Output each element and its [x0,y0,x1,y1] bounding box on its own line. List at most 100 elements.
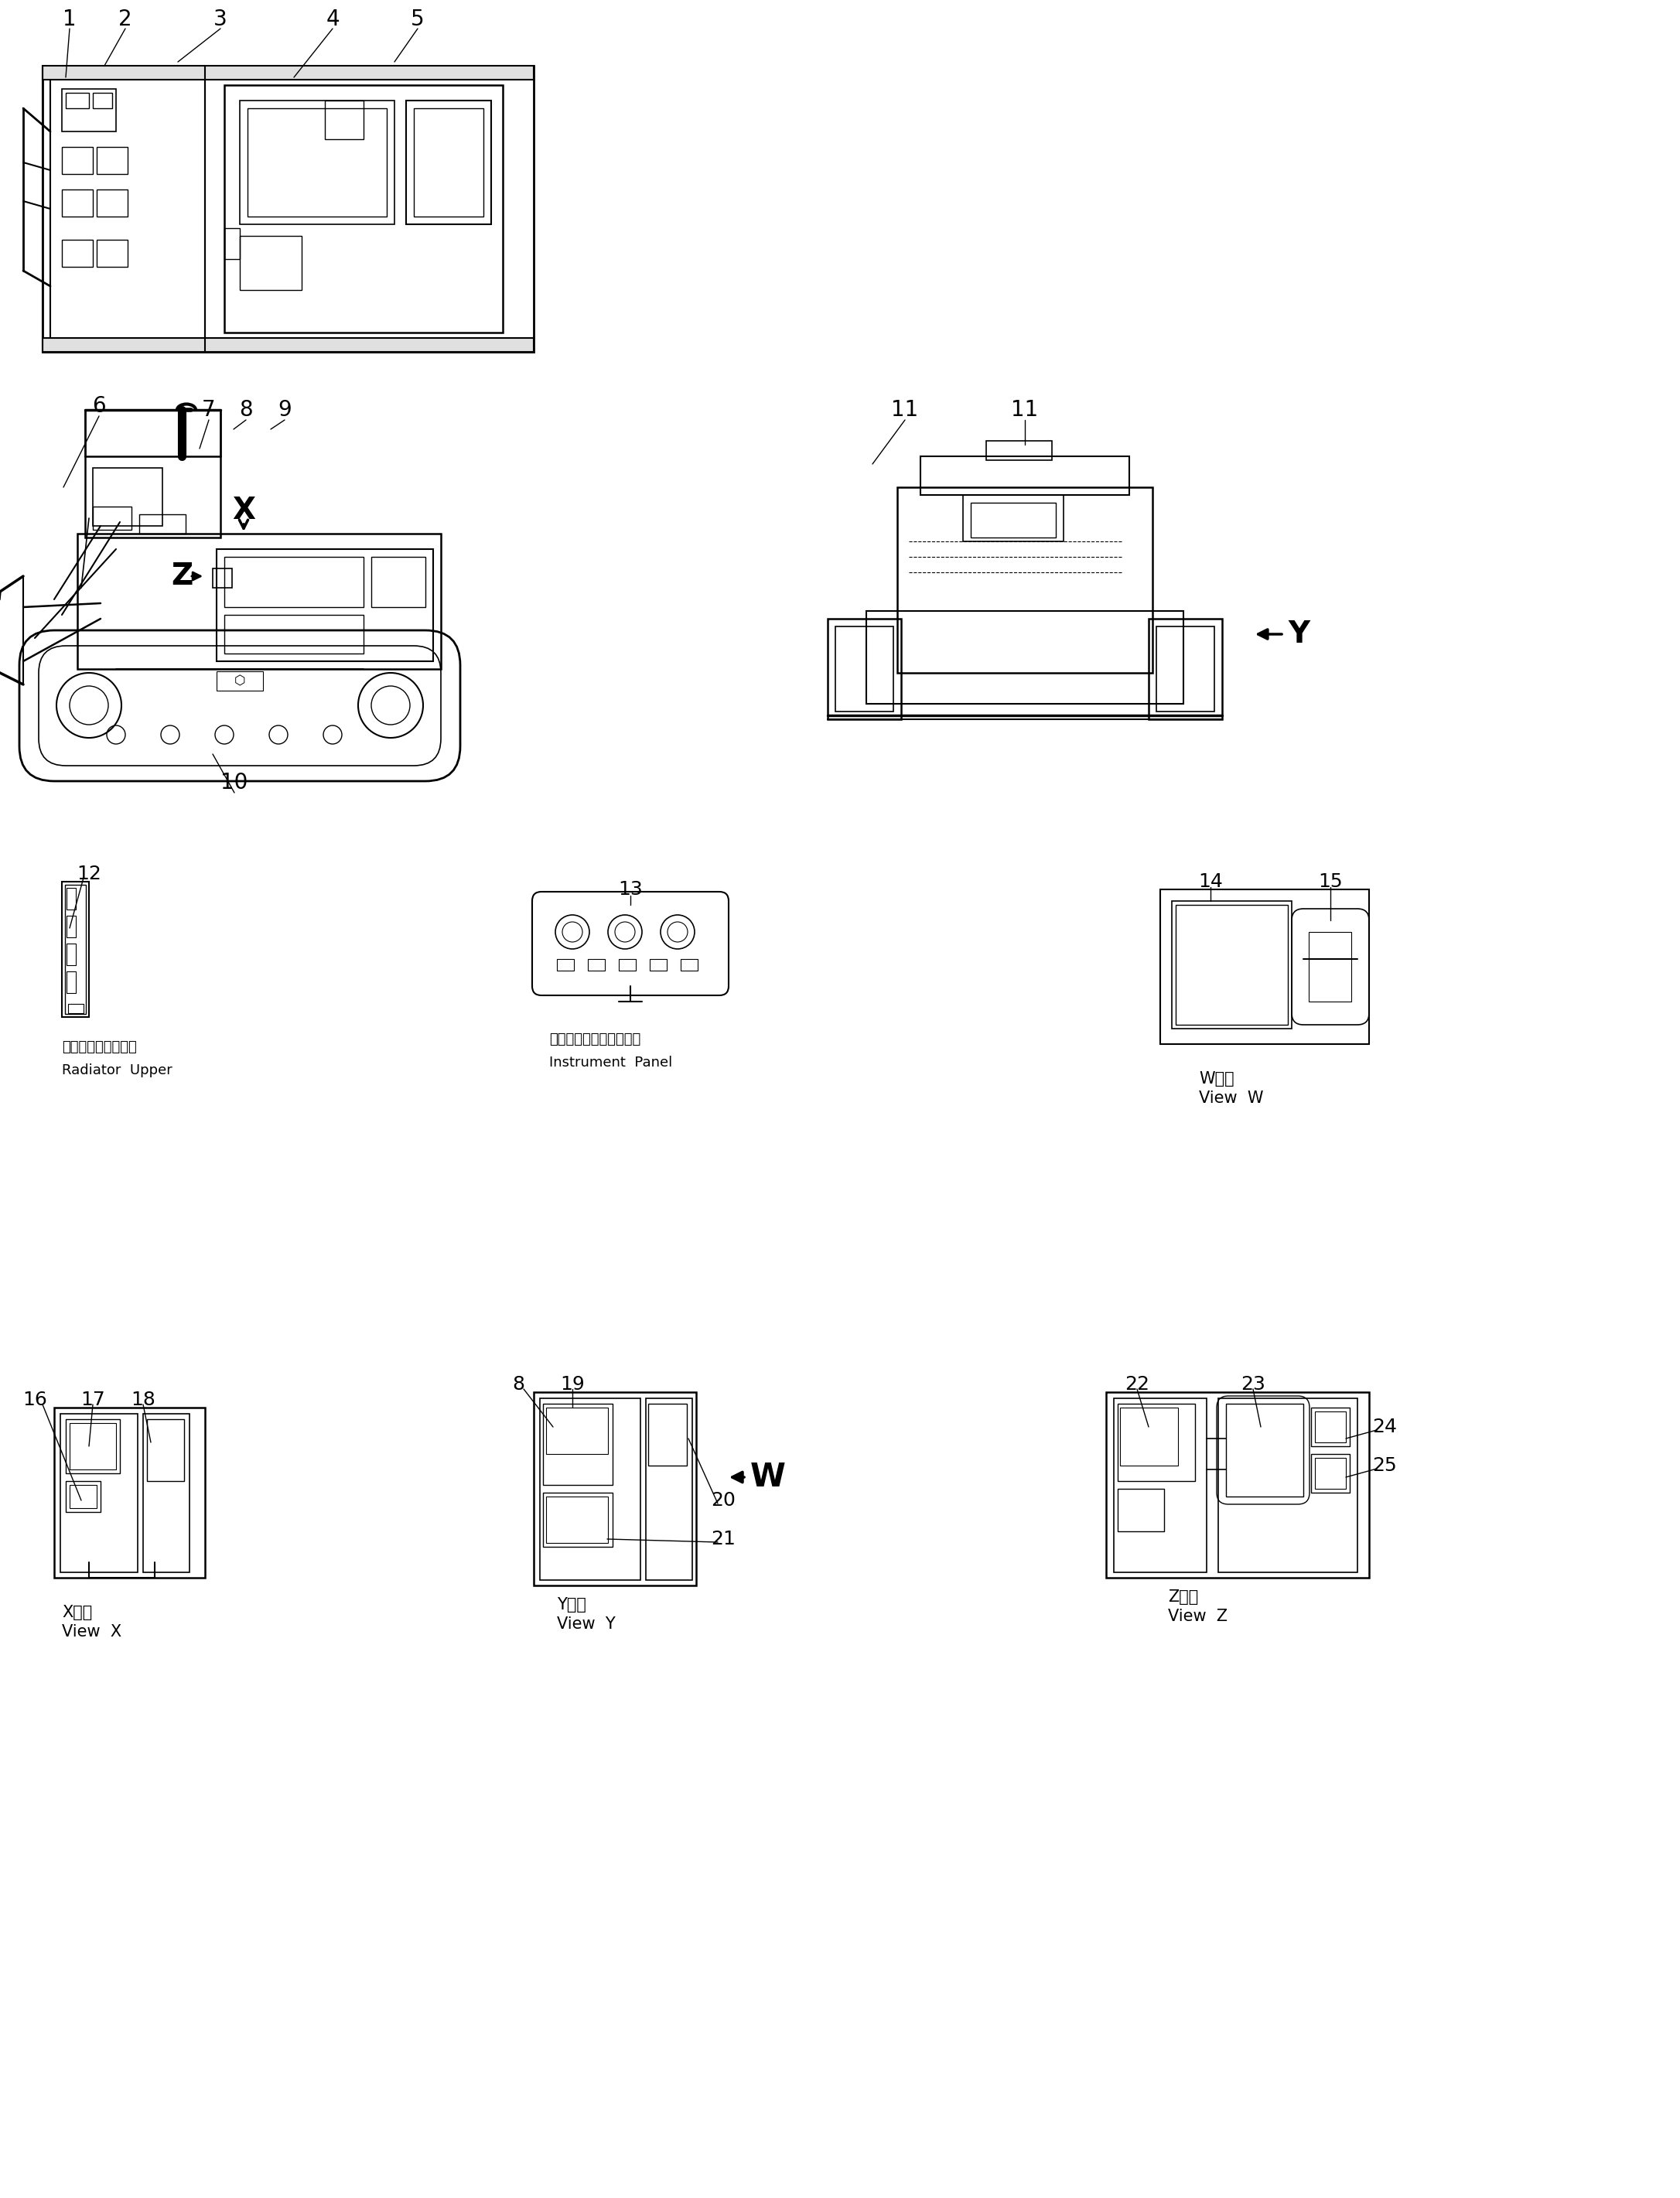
Bar [66,1481,101,1512]
Bar [66,92,89,108]
Text: 14: 14 [1198,873,1223,890]
Bar [92,468,163,525]
Bar [62,189,92,218]
Bar [588,958,605,972]
Bar [42,66,534,352]
Text: インスツルメントパネル: インスツルメントパネル [549,1033,640,1046]
Bar [247,108,386,218]
Bar [1105,1391,1369,1578]
Bar [143,1413,190,1572]
Bar [835,626,894,712]
Text: 8: 8 [239,400,252,420]
Bar [897,488,1152,673]
Bar [543,1405,613,1486]
Text: 21: 21 [711,1530,736,1547]
Bar [66,886,86,1013]
Bar [67,888,76,910]
Bar [546,1407,608,1455]
Bar [1310,1407,1349,1446]
Bar [1117,1405,1194,1481]
Bar [217,670,264,690]
Bar [1173,901,1292,1029]
Bar [139,514,185,534]
Bar [67,917,76,936]
Bar [62,881,89,1018]
Bar [963,495,1063,541]
Text: 5: 5 [412,9,425,31]
Bar [1161,890,1369,1044]
Bar [413,108,484,218]
Text: W: W [751,1462,786,1492]
Bar [986,442,1052,459]
Bar [1176,906,1289,1024]
Bar [213,569,232,587]
Bar [650,958,667,972]
Text: 11: 11 [1011,400,1038,420]
Text: Z　視: Z 視 [1168,1589,1198,1605]
Bar [539,1398,640,1580]
Bar [921,457,1129,495]
Text: 24: 24 [1373,1418,1396,1435]
Bar [971,503,1055,539]
Bar [60,1413,138,1572]
Bar [324,101,363,138]
Bar [62,88,116,132]
Bar [543,1492,613,1547]
Bar [69,1422,116,1470]
Text: View  W: View W [1200,1090,1263,1106]
Bar [42,338,534,352]
Text: View  Y: View Y [556,1616,615,1631]
Bar [240,101,395,224]
Text: Y: Y [1289,620,1309,648]
Text: 15: 15 [1319,873,1342,890]
Bar [1117,1488,1164,1532]
Text: Instrument  Panel: Instrument Panel [549,1055,672,1070]
Bar [1218,1398,1357,1572]
Text: 23: 23 [1242,1376,1265,1394]
Text: 20: 20 [711,1490,736,1510]
Bar [1309,932,1351,1002]
Text: 17: 17 [81,1391,106,1409]
Text: X: X [232,497,255,525]
Text: 25: 25 [1373,1457,1396,1475]
Bar [97,189,128,218]
Text: Z: Z [171,560,193,591]
Bar [645,1398,692,1580]
Bar [54,1407,205,1578]
Bar [225,229,240,259]
Text: 1: 1 [62,9,76,31]
Bar [225,615,363,653]
Text: 4: 4 [326,9,339,31]
Bar [62,147,92,174]
Text: View  X: View X [62,1624,121,1640]
Bar [50,77,205,341]
Text: X　視: X 視 [62,1605,92,1620]
Text: Y　視: Y 視 [556,1598,586,1613]
Bar [97,147,128,174]
Bar [217,550,433,662]
Bar [1315,1457,1346,1488]
Bar [1315,1411,1346,1442]
Bar [225,556,363,607]
Text: 6: 6 [92,396,106,418]
Bar [69,1486,97,1508]
Text: 18: 18 [131,1391,156,1409]
Bar [77,534,440,668]
Bar [42,66,534,79]
Bar [867,611,1183,703]
Bar [240,235,302,290]
Text: 11: 11 [892,400,919,420]
Bar [828,618,900,719]
Text: ラジエータアッパー: ラジエータアッパー [62,1040,136,1055]
Bar [86,457,220,539]
Text: 19: 19 [559,1376,585,1394]
Bar [546,1497,608,1543]
Bar [1226,1405,1304,1497]
Bar [69,1004,84,1013]
Bar [556,958,575,972]
Text: 9: 9 [277,400,292,420]
Bar [1310,1455,1349,1492]
Bar [1114,1398,1206,1572]
Bar [92,92,113,108]
Text: 13: 13 [618,879,643,899]
